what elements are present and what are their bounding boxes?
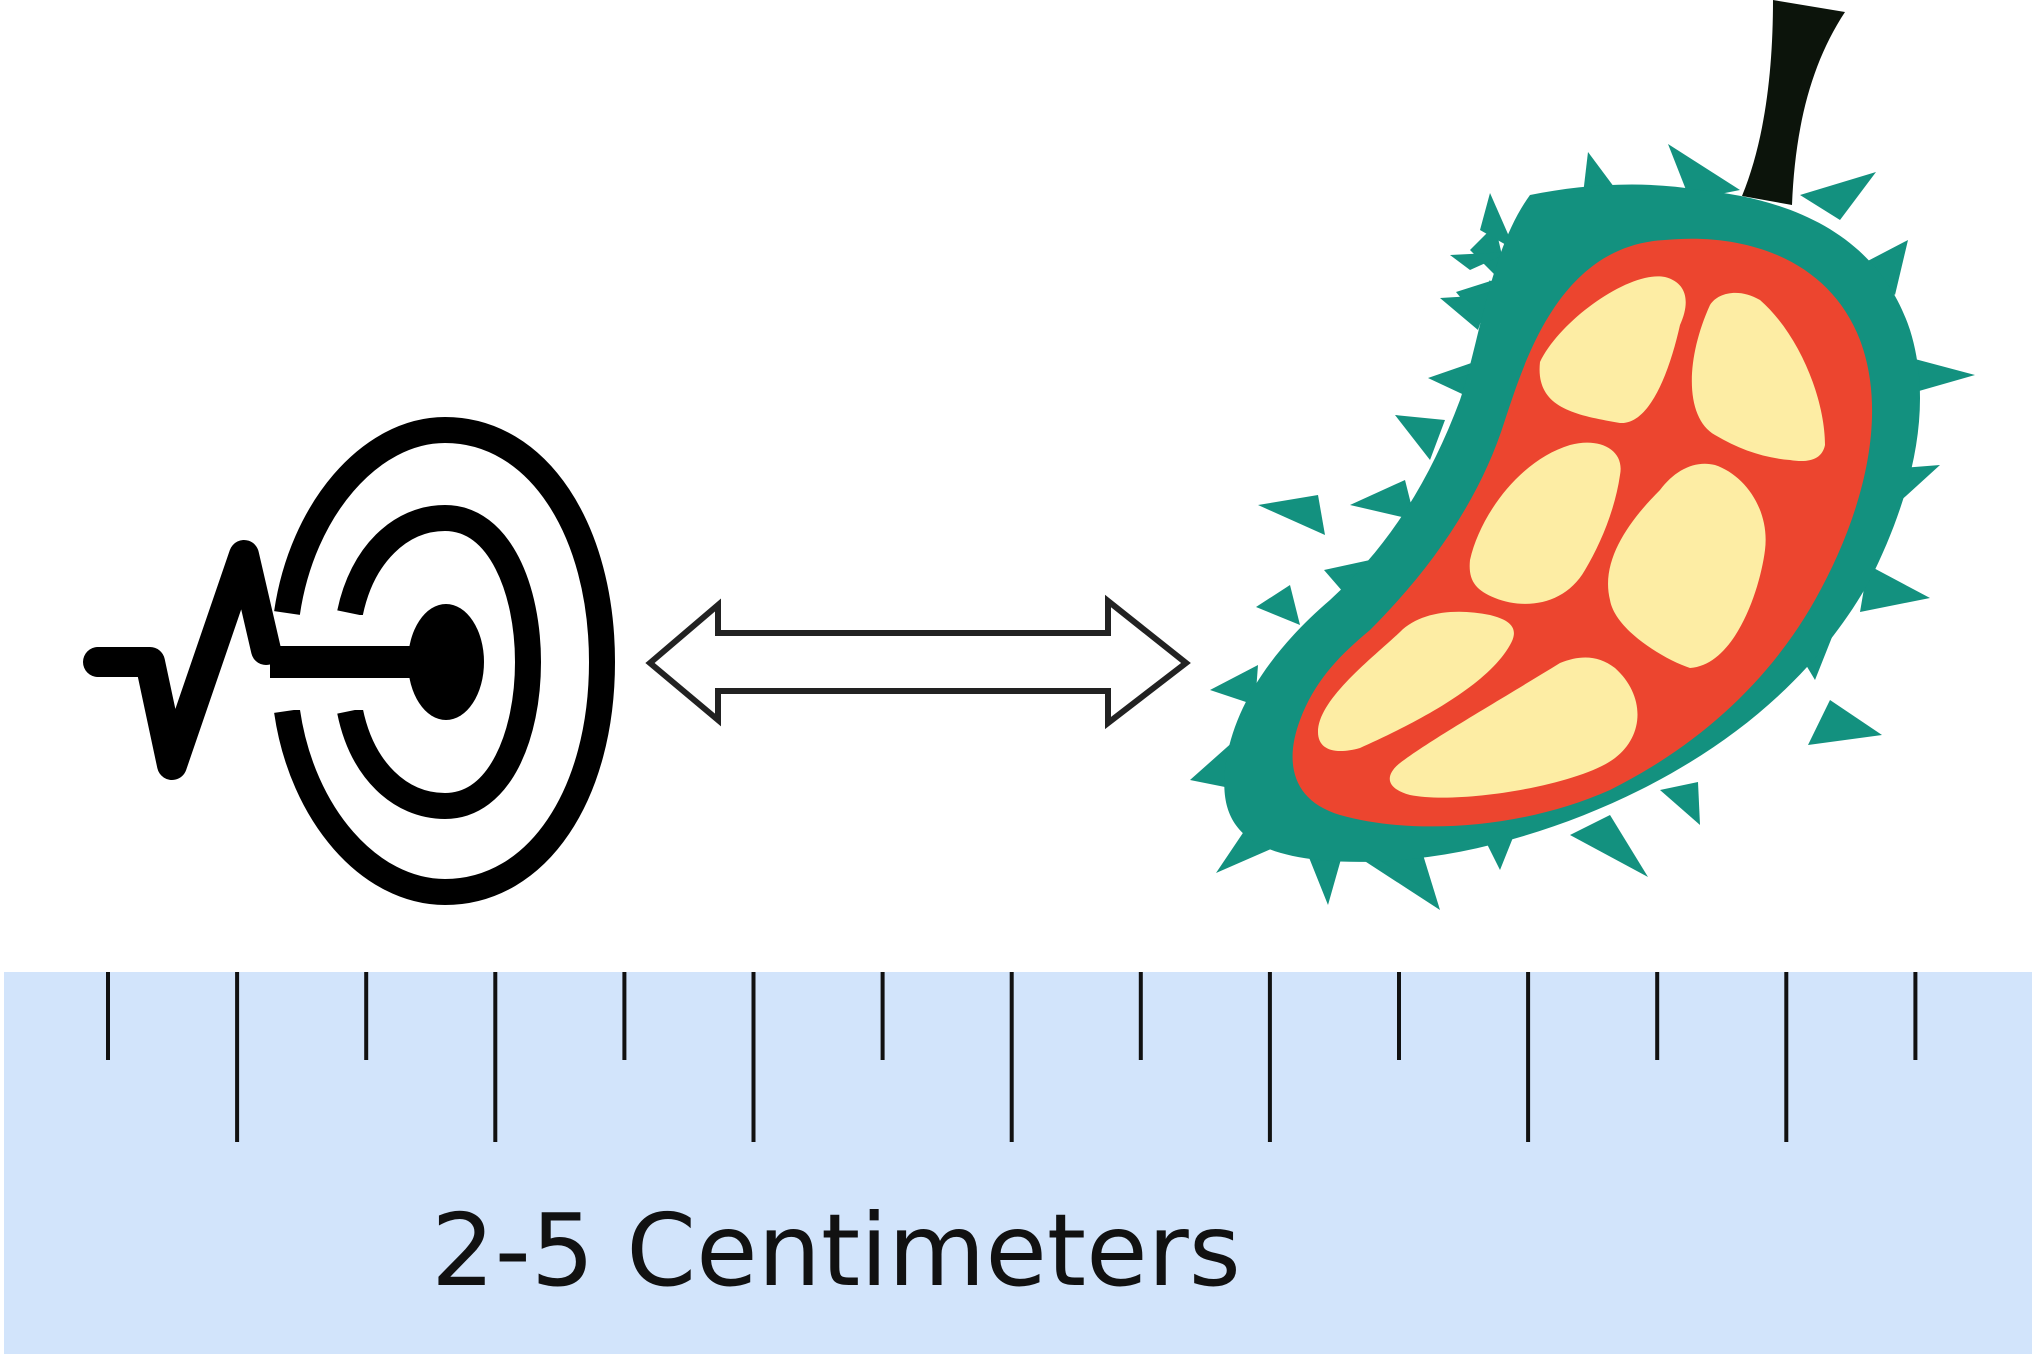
ruler-background — [4, 972, 2032, 1354]
sensor-target-icon — [83, 416, 616, 906]
double-arrow-icon — [645, 594, 1191, 730]
ruler-ticks — [106, 972, 1918, 1142]
ruler: 2-5 Centimeters — [4, 972, 2032, 1354]
ruler-label: 2-5 Centimeters — [431, 1192, 1241, 1309]
durian-fruit-icon — [1190, 0, 1975, 910]
